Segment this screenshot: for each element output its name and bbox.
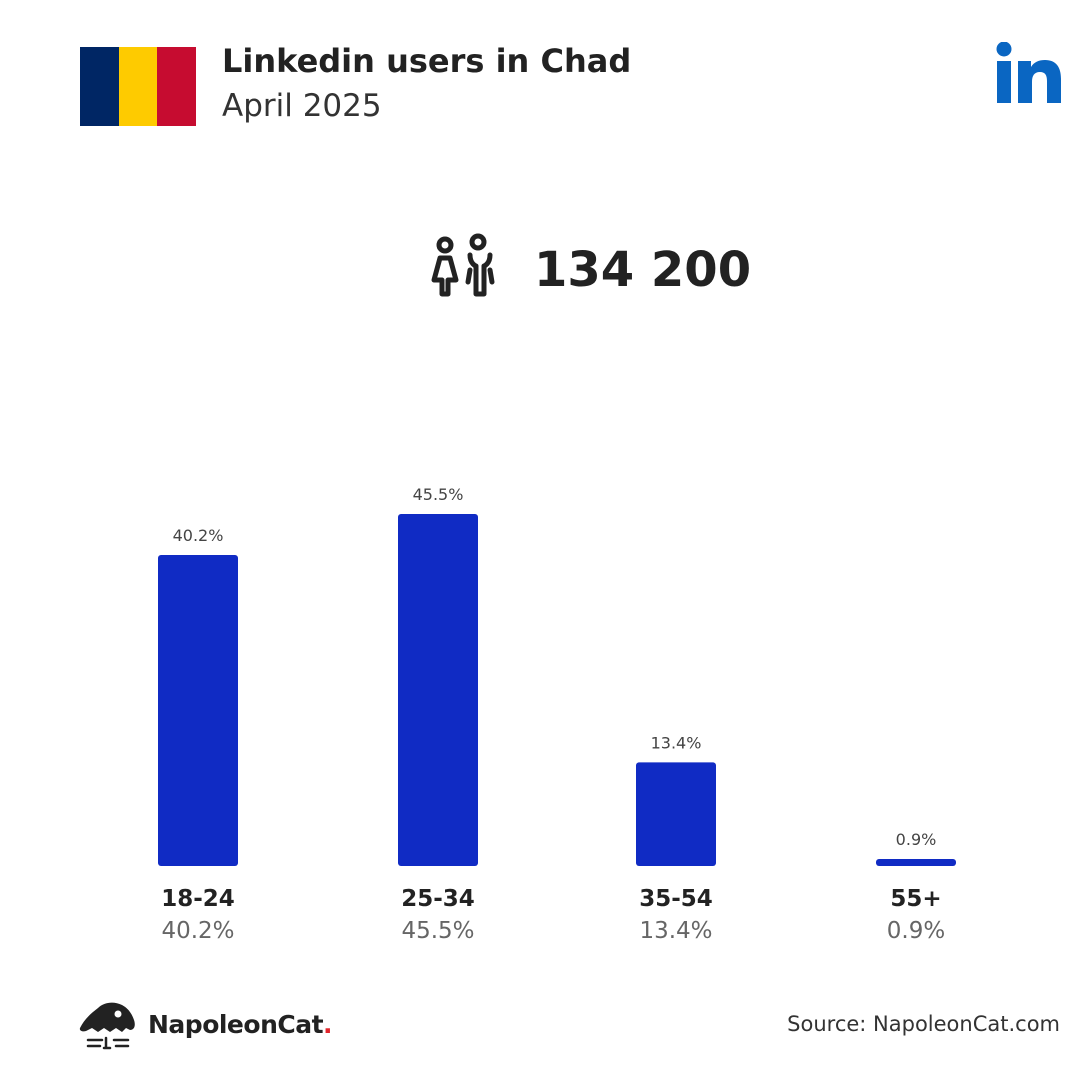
category-percent-label: 0.9% [887, 918, 945, 944]
total-users: 134 200 [420, 232, 751, 308]
source-note: Source: NapoleonCat.com [787, 1012, 1060, 1036]
category-label: 35-54 [639, 886, 713, 912]
bar-25-34 [398, 514, 478, 866]
brand-name: NapoleonCat [148, 1009, 324, 1039]
chad-flag [80, 47, 197, 126]
users-icon [431, 233, 495, 297]
bar-55+ [876, 859, 956, 866]
flag-stripe-yellow [118, 47, 158, 126]
bar-value-label: 40.2% [173, 526, 224, 545]
bar-18-24 [158, 555, 238, 866]
flag-stripe-blue [80, 47, 119, 126]
napoleoncat-wordmark: NapoleonCat. [148, 1009, 333, 1039]
bar-35-54 [636, 762, 716, 866]
bar-value-label: 13.4% [651, 733, 702, 752]
age-bar-chart: 40.2% 18-24 40.2% 45.5% 25-34 45.5% 13.4% 35-54… [158, 485, 956, 944]
category-percent-label: 13.4% [639, 918, 712, 944]
category-label: 18-24 [161, 886, 235, 912]
bar-value-label: 45.5% [413, 485, 464, 504]
category-label: 55+ [890, 886, 941, 912]
napoleoncat-icon [79, 1002, 135, 1050]
category-label: 25-34 [401, 886, 475, 912]
chart-subtitle: April 2025 [222, 88, 382, 124]
linkedin-logo-icon [996, 42, 1061, 103]
brand-dot: . [323, 1009, 333, 1039]
category-percent-label: 45.5% [401, 918, 474, 944]
flag-stripe-red [157, 47, 197, 126]
napoleoncat-logo: NapoleonCat. [78, 998, 333, 1050]
total-users-value: 134 200 [534, 242, 752, 298]
category-percent-label: 40.2% [161, 918, 234, 944]
bar-value-label: 0.9% [896, 830, 937, 849]
chart-title: Linkedin users in Chad [222, 42, 632, 80]
